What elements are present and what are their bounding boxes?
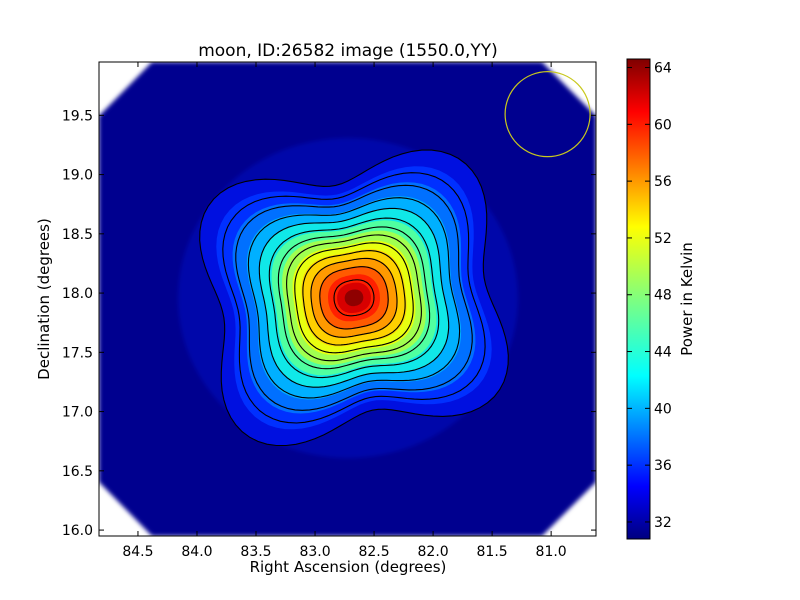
x-tick-label: 82.0 (418, 544, 449, 560)
contour-line (294, 242, 414, 354)
x-tick-label: 84.0 (181, 544, 212, 560)
contour-line (222, 172, 486, 424)
y-axis-ticks: 16.0 16.5 17.0 17.5 18.0 18.5 19.0 19.5 (62, 108, 596, 539)
x-tick-label: 81.5 (477, 544, 508, 560)
colorbar-tick-label: 36 (654, 458, 672, 474)
colorbar-tick-label: 56 (654, 174, 672, 190)
y-axis-label: Declination (degrees) (35, 218, 53, 380)
contour-line (268, 217, 440, 379)
colorbar-tick-label: 32 (654, 515, 672, 531)
x-axis-ticks: 84.5 84.0 83.5 83.0 82.5 82.0 81.5 81.0 (122, 62, 567, 560)
x-tick-label: 83.5 (240, 544, 271, 560)
beam-circle (504, 71, 591, 158)
colorbar: 32 36 40 44 48 52 56 60 64 Power in Kelvin (626, 58, 696, 540)
colorbar-tick-label: 60 (654, 117, 672, 133)
intensity-layer (344, 289, 364, 307)
contour-lines (199, 149, 509, 447)
y-tick-label: 18.0 (62, 286, 93, 302)
y-tick-label: 17.0 (62, 405, 93, 421)
y-tick-label: 18.5 (62, 227, 93, 243)
colorbar-gradient (626, 58, 651, 540)
colorbar-ticks: 32 36 40 44 48 52 56 60 64 (627, 61, 672, 531)
colorbar-tick-label: 48 (654, 288, 672, 304)
contour-line (286, 234, 422, 362)
contour-line (235, 184, 473, 411)
contour-line (333, 279, 375, 317)
contour-line (247, 197, 461, 399)
contour-line (277, 226, 431, 370)
emission-blob (199, 150, 509, 446)
x-axis-label: Right Ascension (degrees) (250, 558, 447, 576)
contour-line (302, 250, 406, 346)
plot-frame (98, 61, 597, 537)
colorbar-tick-label: 52 (654, 231, 672, 247)
colorbar-tick-label: 40 (654, 401, 672, 417)
colorbar-tick-label: 44 (654, 345, 672, 361)
x-tick-label: 83.0 (299, 544, 330, 560)
contour-line (258, 207, 450, 388)
x-tick-label: 81.0 (536, 544, 567, 560)
contour-line (310, 257, 398, 338)
plot-area (98, 61, 597, 537)
y-tick-label: 19.5 (62, 108, 93, 124)
chart-title: moon, ID:26582 image (1550.0,YY) (198, 41, 498, 61)
colorbar-label: Power in Kelvin (678, 242, 696, 356)
x-tick-label: 84.5 (122, 544, 153, 560)
y-tick-label: 16.5 (62, 464, 93, 480)
y-tick-label: 17.5 (62, 345, 93, 361)
contour-line (199, 149, 509, 447)
contour-line (319, 266, 389, 330)
y-tick-label: 16.0 (62, 523, 93, 539)
colorbar-tick-label: 64 (654, 61, 672, 77)
x-tick-label: 82.5 (358, 544, 389, 560)
y-tick-label: 19.0 (62, 168, 93, 184)
